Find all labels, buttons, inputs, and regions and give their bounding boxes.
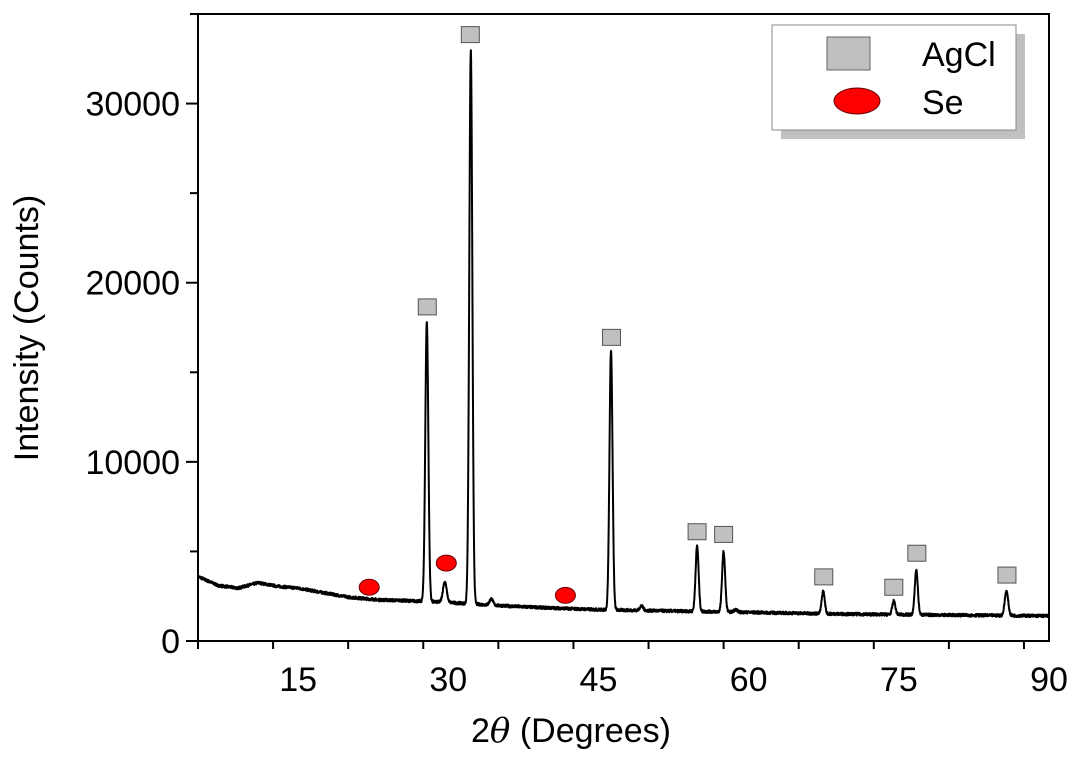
x-tick-label: 90 bbox=[1030, 661, 1068, 699]
curve-layer bbox=[197, 49, 1050, 619]
legend-box bbox=[771, 24, 1017, 131]
x-tick-label: 15 bbox=[279, 661, 317, 699]
y-axis-label: Intensity (Counts) bbox=[8, 195, 46, 461]
plot-frame bbox=[197, 13, 1050, 642]
legend-se-label: Se bbox=[922, 84, 964, 122]
legend: AgCl Se bbox=[771, 24, 1025, 139]
se-marker bbox=[435, 554, 457, 572]
agcl-marker bbox=[417, 298, 437, 316]
xrd-curve bbox=[197, 49, 1050, 619]
legend-agcl-label: AgCl bbox=[922, 36, 996, 74]
y-tick-label: 10000 bbox=[85, 444, 180, 482]
agcl-marker bbox=[460, 26, 480, 44]
y-tick-label: 30000 bbox=[85, 86, 180, 124]
legend-se-swatch bbox=[833, 87, 881, 115]
x-tick-label: 60 bbox=[730, 661, 768, 699]
agcl-marker bbox=[814, 568, 834, 586]
y-tick-label: 20000 bbox=[85, 265, 180, 303]
x-tick-label: 45 bbox=[580, 661, 618, 699]
agcl-marker bbox=[601, 328, 621, 346]
se-marker bbox=[358, 578, 380, 596]
se-marker bbox=[554, 586, 576, 604]
agcl-marker bbox=[687, 523, 707, 541]
agcl-marker bbox=[997, 566, 1017, 584]
x-tick-label: 30 bbox=[429, 661, 467, 699]
agcl-marker bbox=[884, 578, 904, 596]
agcl-marker bbox=[907, 544, 927, 562]
x-axis-label: 2θ (Degrees) bbox=[471, 711, 671, 751]
axis-layer: 15 30 45 60 75 90 0 10000 20000 30000 bbox=[85, 13, 1068, 699]
y-tick-label: 0 bbox=[161, 623, 180, 661]
legend-agcl-swatch bbox=[826, 36, 871, 71]
x-tick-label: 75 bbox=[880, 661, 918, 699]
agcl-marker bbox=[714, 525, 734, 543]
marker-layer bbox=[358, 26, 1017, 604]
